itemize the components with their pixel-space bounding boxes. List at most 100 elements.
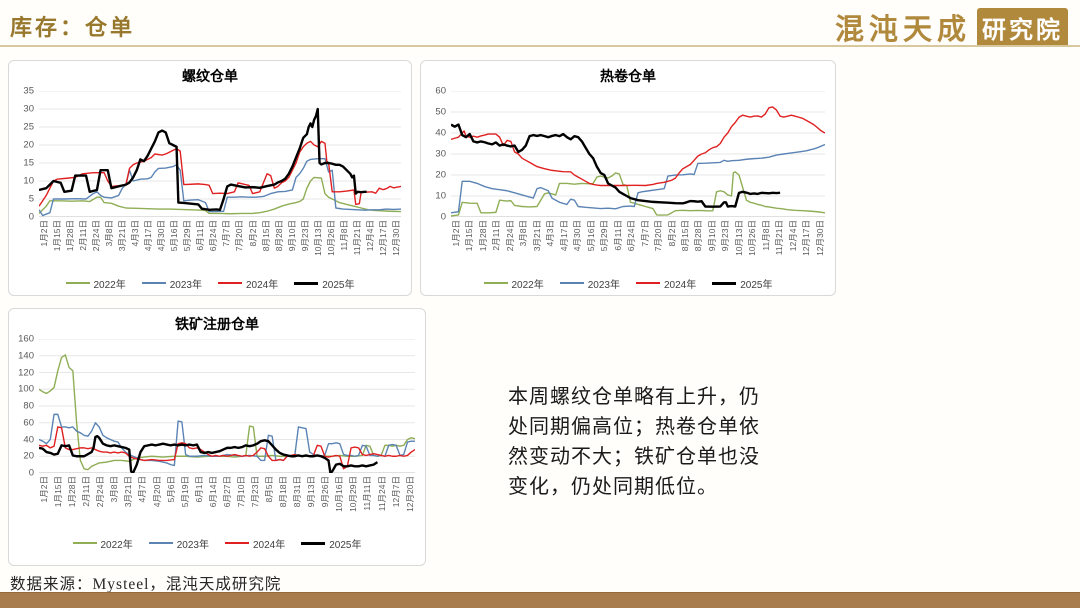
x-axis: 1月2日 1月15日 1月28日 2月11日 2月24日 3月8日 3月21日 4月3日 4月1… bbox=[39, 220, 401, 272]
legend-item: 2024年 bbox=[225, 536, 285, 551]
x-axis-tick: 1月28日 bbox=[65, 220, 75, 272]
y-axis: 0 20 40 60 80 100 120 140 160 bbox=[13, 334, 39, 477]
legend-item: 2025年 bbox=[294, 276, 355, 291]
legend-label: 2024年 bbox=[253, 539, 286, 551]
x-axis-tick: 4月17日 bbox=[143, 220, 153, 272]
x-axis-tick-label: 4月17日 bbox=[558, 220, 569, 252]
legend-label: 2023年 bbox=[169, 279, 202, 291]
y-axis: 0 5 10 15 20 25 30 35 bbox=[13, 86, 39, 221]
x-axis-tick-label: 2月11日 bbox=[78, 220, 89, 251]
x-axis-tick-label: 8月28日 bbox=[273, 220, 284, 252]
x-axis-tick-label: 7月7日 bbox=[221, 220, 232, 247]
x-axis-tick: 8月18日 bbox=[278, 476, 288, 532]
x-axis-tick: 7月20日 bbox=[234, 220, 244, 272]
x-axis-tick-label: 3月21日 bbox=[117, 220, 128, 252]
series-line-2022 bbox=[451, 172, 825, 216]
x-axis-tick: 12月4日 bbox=[365, 220, 375, 272]
x-axis-tick: 7月7日 bbox=[640, 220, 650, 272]
legend-swatch bbox=[301, 541, 326, 545]
x-axis-tick-label: 11月8日 bbox=[760, 220, 771, 251]
x-axis-tick: 4月7日 bbox=[137, 476, 147, 532]
legend-swatch bbox=[712, 281, 737, 285]
x-axis-tick-label: 8月5日 bbox=[264, 476, 274, 503]
x-axis-tick: 1月2日 bbox=[451, 220, 461, 272]
x-axis-tick-label: 4月3日 bbox=[130, 220, 141, 247]
x-axis-tick: 11月24日 bbox=[377, 476, 387, 532]
legend-item: 2023年 bbox=[148, 536, 209, 551]
x-axis-tick: 1月2日 bbox=[39, 220, 49, 272]
plot-row: 0 5 10 15 20 25 30 35 bbox=[13, 86, 407, 221]
x-axis-tick-label: 9月10日 bbox=[286, 220, 297, 252]
commentary-text: 本周螺纹仓单略有上升，仍 处同期偏高位；热卷仓单依 然变动不大；铁矿仓单也没 变… bbox=[508, 382, 844, 502]
x-axis-tick-label: 4月20日 bbox=[151, 476, 162, 508]
x-axis-tick: 3月8日 bbox=[109, 476, 119, 532]
x-axis-tick: 11月8日 bbox=[339, 220, 349, 272]
x-axis-tick-label: 12月30日 bbox=[390, 220, 401, 256]
legend-item: 2024年 bbox=[218, 276, 278, 291]
y-axis-tick-label: 120 bbox=[18, 366, 34, 378]
y-axis-tick-label: 35 bbox=[23, 85, 34, 97]
x-axis-tick: 8月15日 bbox=[261, 220, 271, 272]
y-axis-tick-label: 10 bbox=[23, 175, 34, 187]
x-axis-tick-label: 9月23日 bbox=[720, 220, 731, 252]
legend-swatch bbox=[559, 282, 584, 284]
x-axis-tick: 1月2日 bbox=[39, 476, 49, 532]
legend-label: 2023年 bbox=[176, 539, 209, 551]
x-axis-tick-label: 7月23日 bbox=[249, 476, 260, 508]
x-axis-tick: 2月24日 bbox=[91, 220, 101, 272]
x-axis-tick: 9月13日 bbox=[306, 476, 316, 532]
x-axis-tick: 2月11日 bbox=[491, 220, 501, 272]
x-axis-tick-label: 3月21日 bbox=[531, 220, 542, 252]
x-axis-tick-label: 3月21日 bbox=[123, 476, 134, 508]
x-axis-tick-label: 4月3日 bbox=[545, 220, 556, 247]
x-axis-tick-label: 6月27日 bbox=[221, 476, 232, 508]
chart-legend: 2022年 2023年 2024年 2025年 bbox=[13, 534, 421, 552]
x-axis-tick-label: 5月19日 bbox=[179, 476, 190, 508]
x-axis-tick: 4月30日 bbox=[156, 220, 166, 272]
chart-title: 热卷仓单 bbox=[600, 70, 656, 85]
x-axis-tick-label: 1月2日 bbox=[451, 220, 461, 247]
x-axis-tick: 2月11日 bbox=[78, 220, 88, 272]
x-axis-tick-label: 8月2日 bbox=[247, 220, 258, 247]
legend-item: 2023年 bbox=[141, 276, 202, 291]
x-axis-tick-label: 11月11日 bbox=[362, 476, 373, 511]
series-line-2024 bbox=[39, 141, 401, 206]
legend-swatch bbox=[72, 542, 97, 544]
chart-title: 铁矿注册仓单 bbox=[175, 318, 259, 333]
y-axis-tick-label: 60 bbox=[435, 85, 446, 97]
x-axis: 1月2日 1月15日 1月28日 2月11日 2月24日 3月8日 3月21日 4月3日 4月1… bbox=[451, 220, 825, 272]
x-axis-tick-label: 2月24日 bbox=[504, 220, 515, 252]
x-axis-tick: 4月30日 bbox=[572, 220, 582, 272]
x-axis-tick: 8月15日 bbox=[680, 220, 690, 272]
x-axis-tick-label: 12月20日 bbox=[404, 476, 415, 512]
bottom-accent-bar bbox=[0, 592, 1080, 608]
x-axis-tick-label: 6月1日 bbox=[193, 476, 204, 503]
x-axis-tick: 9月10日 bbox=[287, 220, 297, 272]
x-axis-tick: 10月16日 bbox=[334, 476, 344, 532]
y-axis-tick-label: 140 bbox=[18, 350, 34, 361]
chart-plot bbox=[39, 91, 401, 217]
x-axis-tick: 3月8日 bbox=[104, 220, 114, 272]
series-line-2023 bbox=[451, 145, 825, 213]
plot-row: 0 20 40 60 80 100 120 140 160 bbox=[13, 334, 421, 477]
x-axis-tick: 8月2日 bbox=[667, 220, 677, 272]
x-axis: 1月2日 1月15日 1月28日 2月11日 2月24日 3月8日 3月21日 4月7日 4月2… bbox=[39, 476, 415, 532]
x-axis-tick: 6月24日 bbox=[626, 220, 636, 272]
x-axis-tick-label: 1月15日 bbox=[464, 220, 475, 252]
x-axis-tick-label: 3月8日 bbox=[518, 220, 529, 247]
x-axis-tick-label: 3月8日 bbox=[104, 220, 115, 247]
x-axis-tick: 10月29日 bbox=[348, 476, 358, 532]
x-axis-tick-label: 10月13日 bbox=[312, 220, 323, 256]
x-axis-tick-label: 8月18日 bbox=[278, 476, 289, 508]
legend-label: 2022年 bbox=[100, 539, 133, 551]
y-axis-tick-label: 0 bbox=[440, 211, 446, 223]
x-axis-tick: 11月21日 bbox=[774, 220, 784, 272]
y-axis-tick-label: 0 bbox=[28, 467, 34, 479]
x-axis-tick-label: 12月17日 bbox=[377, 220, 388, 256]
x-axis-tick-label: 11月8日 bbox=[338, 220, 349, 251]
x-axis-tick: 5月16日 bbox=[586, 220, 596, 272]
x-axis-tick: 10月26日 bbox=[326, 220, 336, 272]
x-axis-tick-label: 11月21日 bbox=[774, 220, 785, 256]
x-axis-tick-label: 5月16日 bbox=[585, 220, 596, 252]
x-axis-tick-label: 2月24日 bbox=[91, 220, 102, 252]
